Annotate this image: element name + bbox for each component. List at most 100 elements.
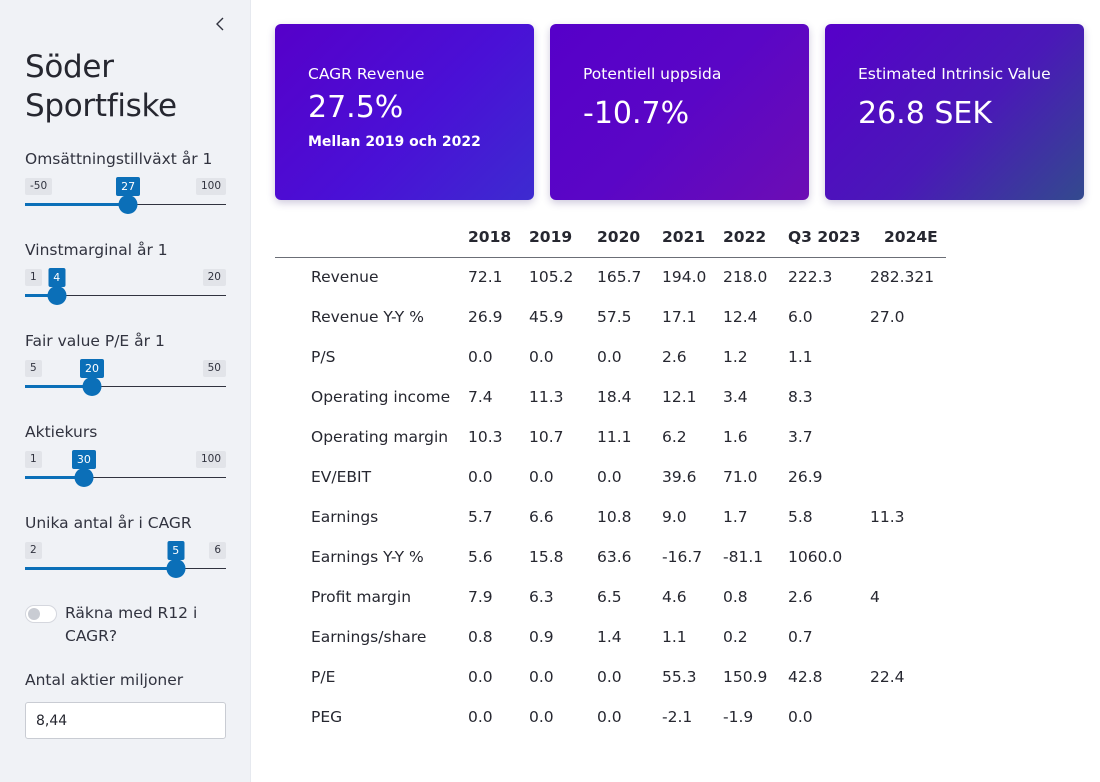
table-header-cell: 2022 [723,217,788,258]
table-cell: -2.1 [662,708,693,726]
table-cell: 0.0 [529,668,554,686]
slider-value: 4 [48,268,66,287]
table-cell: 63.6 [597,548,632,566]
table-cell: 150.9 [723,668,768,686]
table-row: Revenue Y-Y % 26.9 45.9 57.5 17.1 12.4 6.0 27.0 [275,297,946,337]
row-label: EV/EBIT [311,468,372,486]
slider-fill [25,203,129,206]
shares-input-label: Antal aktier miljoner [25,671,184,689]
table-cell: 12.4 [723,308,758,326]
table-header-blank [275,217,468,258]
slider-max-label: 6 [209,542,226,559]
table-cell: 1060.0 [788,548,843,566]
slider-thumb[interactable] [74,468,94,487]
slider-track-area[interactable]: 1 100 30 [25,443,226,493]
r12-toggle-row[interactable]: Räkna med R12 i CAGR? [25,602,226,648]
table-header-cell: Q3 2023 [788,217,870,258]
slider-min-label: 2 [25,542,42,559]
sidebar: Söder Sportfiske Omsättningstillväxt år … [0,0,251,782]
r12-toggle-label: Räkna med R12 i CAGR? [65,604,198,645]
row-label: Earnings/share [311,628,427,646]
table-row: Earnings/share 0.8 0.9 1.4 1.1 0.2 0.7 [275,617,946,657]
table-cell: 0.0 [788,708,813,726]
slider-max-label: 100 [195,451,226,468]
slider-thumb[interactable] [82,377,102,396]
slider-track[interactable] [25,386,226,387]
table-cell [870,417,946,457]
cagr-years-slider[interactable]: Unika antal år i CAGR 2 6 5 [25,512,226,584]
table-header-cell: 2024E [870,217,946,258]
table-cell: 6.0 [788,308,813,326]
revenue-growth-slider[interactable]: Omsättningstillväxt år 1 -50 100 27 [25,148,226,220]
table-cell: 5.8 [788,508,813,526]
table-cell: 0.0 [529,708,554,726]
slider-max-label: 20 [202,269,226,286]
slider-label: Aktiekurs [25,423,98,441]
table-row: Operating income 7.4 11.3 18.4 12.1 3.4 8.3 [275,377,946,417]
financials-table: 2018 2019 2020 2021 2022 Q3 2023 2024E Revenue… [275,217,946,737]
slider-label: Fair value P/E år 1 [25,332,165,350]
table-cell [870,337,946,377]
table-cell: 18.4 [597,388,632,406]
slider-thumb[interactable] [166,559,186,578]
table-cell: 3.7 [788,428,813,446]
table-row: Operating margin 10.3 10.7 11.1 6.2 1.6 3.7 [275,417,946,457]
slider-min-label: 5 [25,360,42,377]
table-cell: 17.1 [662,308,697,326]
table-cell: 15.8 [529,548,564,566]
slider-track[interactable] [25,477,226,478]
table-cell: 26.9 [788,468,823,486]
table-cell: 0.8 [723,588,748,606]
slider-max-label: 100 [195,178,226,195]
slider-value: 20 [79,359,104,378]
table-cell: 10.8 [597,508,632,526]
metric-card-cagr: CAGR Revenue 27.5% Mellan 2019 och 2022 [275,24,534,200]
slider-track-area[interactable]: -50 100 27 [25,170,226,220]
table-cell: 11.3 [870,508,905,526]
table-cell: 282.321 [870,268,935,287]
profit-margin-slider[interactable]: Vinstmarginal år 1 1 20 4 [25,239,226,311]
table-cell: 8.3 [788,388,813,406]
table-cell: 0.8 [468,628,493,646]
slider-thumb[interactable] [47,286,67,305]
slider-label: Omsättningstillväxt år 1 [25,150,213,168]
metric-subtext: Mellan 2019 och 2022 [308,134,481,150]
table-row: Profit margin 7.9 6.3 6.5 4.6 0.8 2.6 4 [275,577,946,617]
table-row: Revenue 72.1 105.2 165.7 194.0 218.0 222.3 282.… [275,257,946,297]
metric-title: Potentiell uppsida [583,65,722,83]
slider-track-area[interactable]: 5 50 20 [25,352,226,402]
table-cell: 11.1 [597,428,632,446]
table-row: P/S 0.0 0.0 0.0 2.6 1.2 1.1 [275,337,946,377]
r12-toggle[interactable] [25,605,57,623]
table-cell: -1.9 [723,708,754,726]
table-cell: 3.4 [723,388,748,406]
table-cell: 26.9 [468,308,503,326]
slider-thumb[interactable] [118,195,138,214]
table-header-cell: 2019 [529,217,597,258]
table-row: P/E 0.0 0.0 0.0 55.3 150.9 42.8 22.4 [275,657,946,697]
metric-value: 27.5% [308,90,404,125]
table-cell: 0.0 [597,348,622,366]
slider-fill [25,476,84,479]
slider-track-area[interactable]: 2 6 5 [25,534,226,584]
slider-fill [25,294,57,297]
slider-fill [25,385,92,388]
table-cell: 1.1 [788,348,813,366]
metric-title: CAGR Revenue [308,65,425,83]
slider-min-label: -50 [25,178,53,195]
chevron-left-icon[interactable] [210,14,230,34]
table-cell: 57.5 [597,308,632,326]
shares-input[interactable] [25,702,226,739]
table-cell: 42.8 [788,668,823,686]
slider-track[interactable] [25,295,226,296]
fair-pe-slider[interactable]: Fair value P/E år 1 5 50 20 [25,330,226,402]
slider-fill [25,567,176,570]
share-price-slider[interactable]: Aktiekurs 1 100 30 [25,421,226,493]
table-cell: 1.6 [723,428,748,446]
metric-card-upside: Potentiell uppsida -10.7% [550,24,809,200]
table-cell: 27.0 [870,308,905,326]
table-cell: 6.6 [529,508,554,526]
metric-card-intrinsic-value: Estimated Intrinsic Value 26.8 SEK [825,24,1084,200]
slider-track-area[interactable]: 1 20 4 [25,261,226,311]
row-label: Earnings Y-Y % [311,548,424,566]
